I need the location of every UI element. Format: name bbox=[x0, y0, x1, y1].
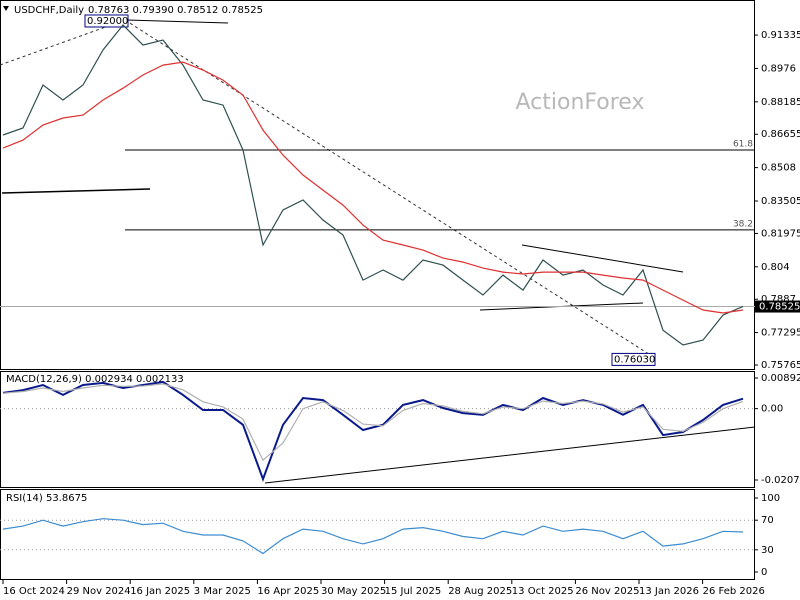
rsi-title: RSI(14) 53.8675 bbox=[6, 493, 87, 504]
swing-label: 0.76030 bbox=[614, 354, 655, 365]
y-tick-label: 0.7887 bbox=[761, 294, 796, 305]
y-tick-label: 0.8508 bbox=[761, 163, 796, 174]
series-line bbox=[2, 383, 744, 462]
y-tick-label: -0.020759 bbox=[761, 475, 800, 486]
y-tick-label: 0.77295 bbox=[761, 328, 800, 339]
y-tick-label: 0.88185 bbox=[761, 97, 800, 108]
x-tick-label: 3 Mar 2025 bbox=[194, 586, 251, 597]
series-line bbox=[2, 518, 744, 555]
trendline bbox=[0, 19, 126, 66]
x-tick-label: 13 Jan 2026 bbox=[639, 586, 699, 597]
trendline bbox=[1, 188, 151, 194]
y-tick-label: 0.83505 bbox=[761, 196, 800, 207]
x-tick-label: 30 May 2025 bbox=[321, 586, 386, 597]
fib-label: 61.8 bbox=[733, 140, 753, 150]
x-tick-label: 26 Nov 2025 bbox=[575, 586, 639, 597]
y-tick-label: 0.75765 bbox=[761, 360, 800, 371]
y-tick-label: 30 bbox=[761, 545, 774, 556]
watermark: ActionForex bbox=[516, 90, 645, 115]
y-tick-label: 0.81975 bbox=[761, 228, 800, 239]
series-line bbox=[2, 61, 744, 314]
x-tick-label: 28 Aug 2025 bbox=[448, 586, 512, 597]
y-tick-label: 0 bbox=[761, 567, 767, 578]
y-tick-label: 0.86655 bbox=[761, 129, 800, 140]
price-frame bbox=[0, 0, 755, 370]
y-tick-label: 0.91335 bbox=[761, 30, 800, 41]
last-price-box bbox=[755, 300, 800, 313]
trendline bbox=[124, 19, 229, 24]
x-tick-label: 26 Feb 2026 bbox=[703, 586, 765, 597]
trendline bbox=[124, 19, 656, 359]
last-price-label: 0.78525 bbox=[759, 302, 800, 313]
y-tick-label: 0.00 bbox=[761, 404, 783, 415]
macd-title: MACD(12,26,9) 0.002934 0.002133 bbox=[6, 374, 184, 385]
ohlc-readout: 0.78763 0.79390 0.78512 0.78525 bbox=[88, 5, 263, 16]
series-line bbox=[2, 380, 744, 482]
trendline bbox=[521, 244, 684, 273]
y-tick-label: 100 bbox=[761, 493, 780, 504]
x-tick-label: 15 Jul 2025 bbox=[385, 586, 442, 597]
x-tick-label: 16 Oct 2024 bbox=[3, 586, 65, 597]
fib-label: 38.2 bbox=[733, 219, 753, 229]
x-tick-label: 13 Oct 2025 bbox=[512, 586, 574, 597]
swing-box bbox=[84, 14, 129, 28]
chart-title: USDCHF,Daily bbox=[14, 5, 84, 16]
x-tick-label: 16 Apr 2025 bbox=[257, 586, 319, 597]
collapse-icon bbox=[3, 6, 9, 11]
swing-box bbox=[611, 352, 656, 366]
y-tick-label: 0.804 bbox=[761, 262, 790, 273]
y-tick-label: 0.008923 bbox=[761, 373, 800, 384]
macd-frame bbox=[0, 371, 755, 488]
rsi-frame bbox=[0, 489, 755, 580]
series-line bbox=[2, 24, 744, 346]
y-tick-label: 0.8976 bbox=[761, 63, 796, 74]
x-tick-label: 16 Jan 2025 bbox=[130, 586, 190, 597]
x-tick-label: 29 Nov 2024 bbox=[67, 586, 131, 597]
y-tick-label: 70 bbox=[761, 515, 774, 526]
trendline bbox=[264, 426, 756, 484]
swing-label: 0.92000 bbox=[87, 16, 128, 27]
